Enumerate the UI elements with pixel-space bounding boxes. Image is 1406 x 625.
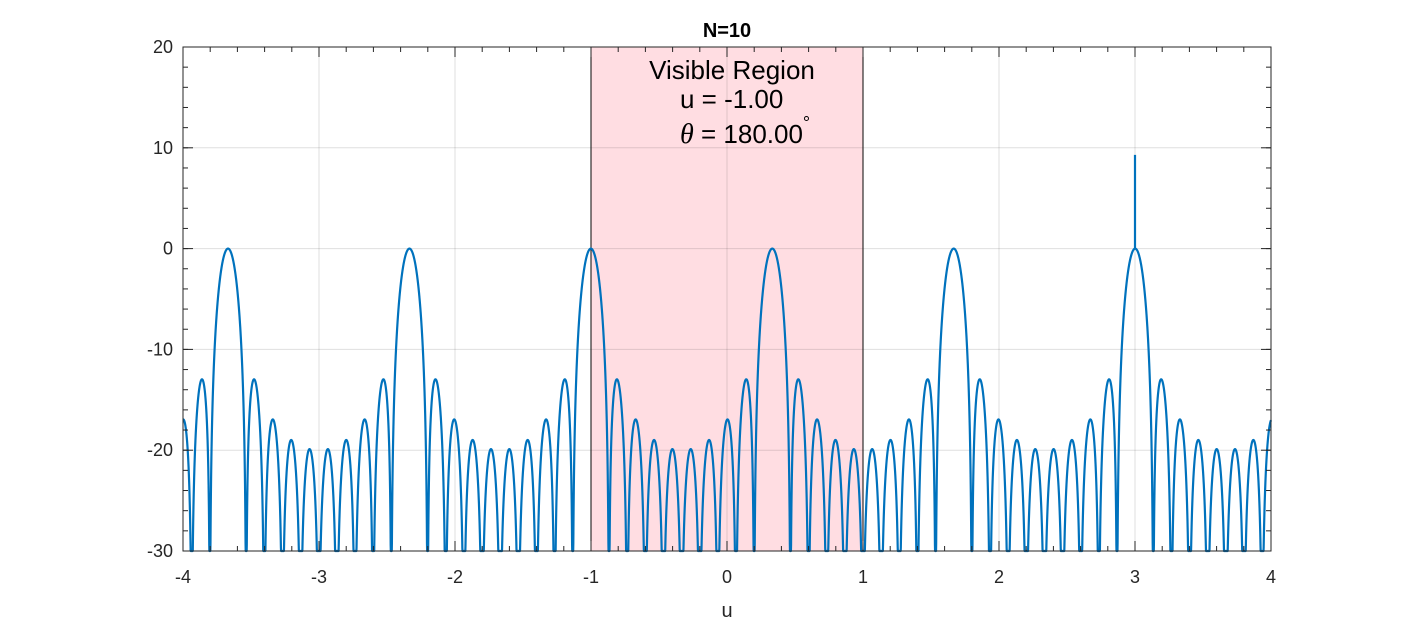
x-tick-label: -2 bbox=[447, 567, 463, 587]
u-value-label: u = -1.00 bbox=[680, 84, 783, 114]
x-tick-label: -4 bbox=[175, 567, 191, 587]
y-tick-label: 20 bbox=[153, 37, 173, 57]
x-tick-label: 4 bbox=[1266, 567, 1276, 587]
theta-symbol: θ bbox=[680, 119, 694, 150]
x-tick-label: -1 bbox=[583, 567, 599, 587]
degree-symbol: ° bbox=[803, 113, 810, 133]
x-axis-label: u bbox=[721, 600, 732, 622]
x-tick-labels: -4 -3 -2 -1 0 1 2 3 4 bbox=[175, 567, 1276, 587]
visible-region-label: Visible Region bbox=[649, 55, 815, 85]
y-tick-label: 0 bbox=[163, 239, 173, 259]
tick-marks bbox=[182, 46, 1272, 552]
y-tick-label: -20 bbox=[147, 440, 173, 460]
x-tick-label: 0 bbox=[722, 567, 732, 587]
theta-value: = 180.00 bbox=[694, 119, 803, 149]
x-tick-label: 3 bbox=[1130, 567, 1140, 587]
x-tick-label: -3 bbox=[311, 567, 327, 587]
y-tick-label: -10 bbox=[147, 339, 173, 359]
theta-value-label: θ = 180.00° bbox=[680, 113, 810, 150]
x-tick-label: 1 bbox=[858, 567, 868, 587]
y-tick-labels: -30 -20 -10 0 10 20 bbox=[147, 37, 173, 561]
y-tick-label: -30 bbox=[147, 541, 173, 561]
chart-title: N=10 bbox=[703, 20, 751, 42]
array-factor-line bbox=[182, 247, 1272, 553]
y-tick-label: 10 bbox=[153, 138, 173, 158]
x-tick-label: 2 bbox=[994, 567, 1004, 587]
visible-region-shading bbox=[590, 46, 864, 552]
